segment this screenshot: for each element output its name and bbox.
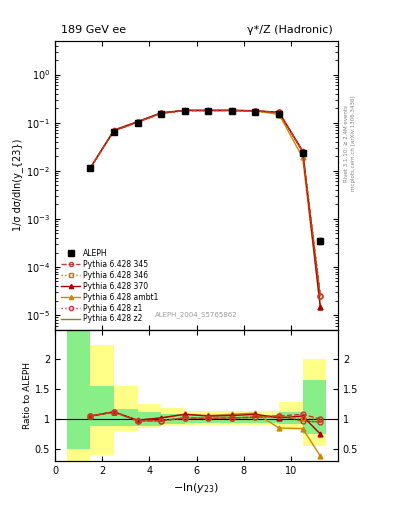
Text: γ*/Z (Hadronic): γ*/Z (Hadronic) — [246, 25, 332, 35]
Text: Rivet 3.1.10; ≥ 2.4M events: Rivet 3.1.10; ≥ 2.4M events — [344, 105, 349, 182]
Legend: ALEPH, Pythia 6.428 345, Pythia 6.428 346, Pythia 6.428 370, Pythia 6.428 ambt1,: ALEPH, Pythia 6.428 345, Pythia 6.428 34… — [59, 247, 161, 326]
Text: ALEPH_2004_S5765862: ALEPH_2004_S5765862 — [155, 311, 238, 318]
X-axis label: $-\ln(y_{23})$: $-\ln(y_{23})$ — [173, 481, 220, 495]
Text: 189 GeV ee: 189 GeV ee — [61, 25, 126, 35]
Y-axis label: 1/σ dσ/dln(y_{23}): 1/σ dσ/dln(y_{23}) — [12, 139, 23, 231]
Y-axis label: Ratio to ALEPH: Ratio to ALEPH — [23, 361, 32, 429]
Text: mcplots.cern.ch [arXiv:1306.3436]: mcplots.cern.ch [arXiv:1306.3436] — [351, 96, 356, 191]
